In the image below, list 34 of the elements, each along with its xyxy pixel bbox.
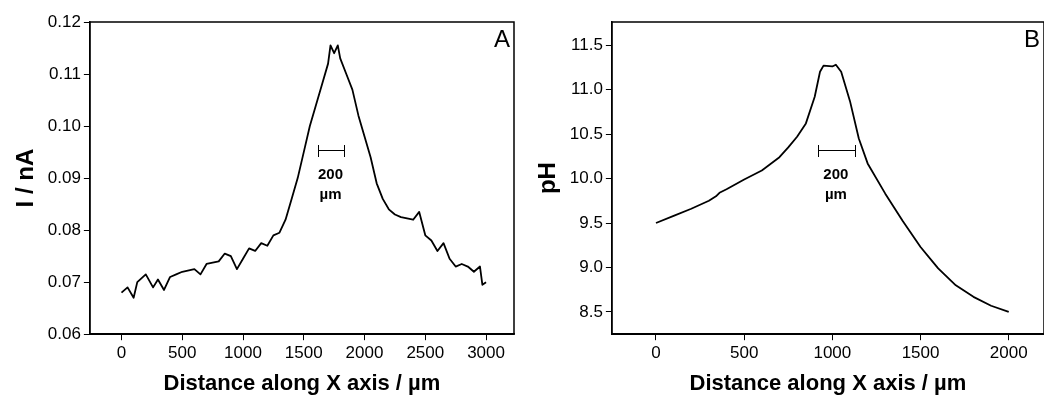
annotation: A [493,24,510,52]
x-tick-label: 1000 [224,343,262,363]
y-tick-label: 0.07 [47,271,81,291]
x-axis-title: Distance along X axis / µm [163,369,441,395]
x-axis-title: Distance along X axis / µm [689,369,967,395]
y-tick-label: 0.10 [47,115,81,135]
y-tick-label: 11.5 [571,34,603,54]
x-tick-label: 3000 [467,343,505,363]
annotation: B [1023,24,1040,52]
x-tick-label: 0 [651,343,661,363]
y-tick-label: 0.06 [47,323,81,343]
annotation: 200 µm [317,165,344,203]
x-tick-label: 1500 [284,343,323,363]
y-tick-label: 10.5 [569,123,603,143]
y-tick-label: 0.08 [47,219,81,239]
x-tick-label: 2000 [989,343,1028,363]
annotation: 200 µm [823,165,849,203]
y-tick-label: 9.0 [579,257,603,277]
y-tick-label: 0.12 [47,11,81,31]
x-tick-label: 1500 [901,343,940,363]
y-tick-label: 8.5 [579,301,603,321]
y-tick-label: 0.11 [49,63,81,83]
y-tick-label: 11.0 [571,79,603,99]
x-tick-label: 2500 [406,343,445,363]
x-tick-label: 2000 [345,343,384,363]
x-tick-label: 500 [168,343,197,363]
y-tick-label: 10.0 [569,168,603,188]
y-axis-title: pH [533,162,561,195]
x-tick-label: 500 [729,343,759,363]
y-tick-label: 9.5 [579,212,603,232]
y-tick-label: 0.09 [47,167,81,187]
y-axis-title: I / nA [11,148,39,208]
x-tick-label: 1000 [813,343,852,363]
x-tick-label: 0 [116,343,127,363]
